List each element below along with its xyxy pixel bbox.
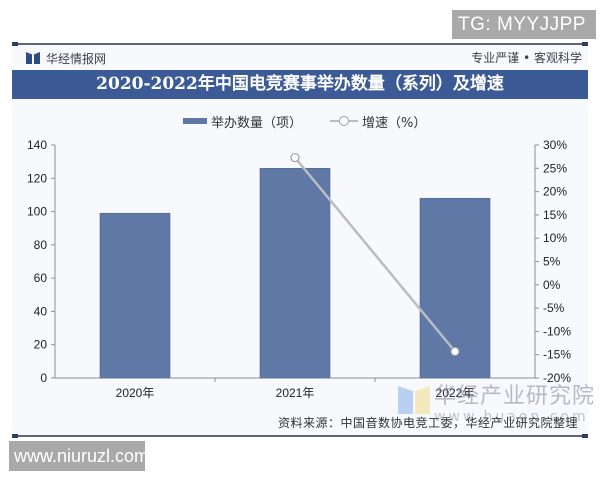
- right-tick-label: 25%: [543, 161, 567, 175]
- right-tick-label: 10%: [543, 231, 567, 245]
- growth-line: [294, 156, 456, 353]
- legend: 举办数量（项） 增速（%）: [183, 112, 427, 131]
- x-tick-label: 2020年: [116, 386, 155, 400]
- left-tick-label: 100: [27, 205, 47, 219]
- right-tick-label: 15%: [543, 208, 567, 222]
- x-tick-label: 2021年: [276, 386, 315, 400]
- left-tick-label: 120: [27, 171, 47, 185]
- tagline: 专业严谨 • 客观科学: [471, 51, 582, 65]
- right-tick-label: -20%: [543, 371, 571, 385]
- chart-title: 2020-2022年中国电竞赛事举办数量（系列）及增速: [12, 70, 588, 99]
- left-tick-label: 60: [34, 271, 48, 285]
- right-tick-label: -5%: [543, 301, 565, 315]
- bottom-overlay-badge: www.niuruzl.com: [9, 441, 149, 471]
- bottom-divider: [12, 434, 588, 438]
- right-tick-label: 5%: [543, 255, 561, 269]
- source-note: 资料来源：中国音数协电竞工委，华经产业研究院整理: [277, 416, 578, 430]
- legend-line-swatch-icon: [330, 116, 359, 126]
- growth-point: [290, 152, 300, 163]
- bar: [99, 212, 171, 379]
- brand: 华经情报网: [26, 49, 106, 67]
- left-tick-label: 0: [40, 371, 47, 385]
- legend-bar-label: 举办数量（项）: [211, 115, 303, 131]
- right-tick-label: -15%: [543, 348, 571, 362]
- right-tick-label: 20%: [543, 185, 567, 199]
- top-divider: [12, 42, 588, 46]
- left-tick-label: 20: [34, 338, 48, 352]
- left-tick-label: 140: [27, 138, 47, 152]
- right-tick-label: 0%: [543, 278, 561, 292]
- growth-point: [450, 346, 460, 357]
- legend-bar-swatch-icon: [183, 118, 207, 124]
- x-tick-label: 2022年: [436, 386, 475, 400]
- brand-name: 华经情报网: [46, 51, 107, 66]
- legend-line-label: 增速（%）: [362, 115, 427, 131]
- bar: [259, 168, 331, 379]
- left-tick-label: 80: [34, 238, 48, 252]
- top-overlay-badge: TG: MYYJJPP: [452, 10, 596, 39]
- right-tick-label: 30%: [543, 138, 567, 152]
- left-tick-label: 40: [34, 304, 48, 318]
- right-tick-label: -10%: [543, 324, 571, 338]
